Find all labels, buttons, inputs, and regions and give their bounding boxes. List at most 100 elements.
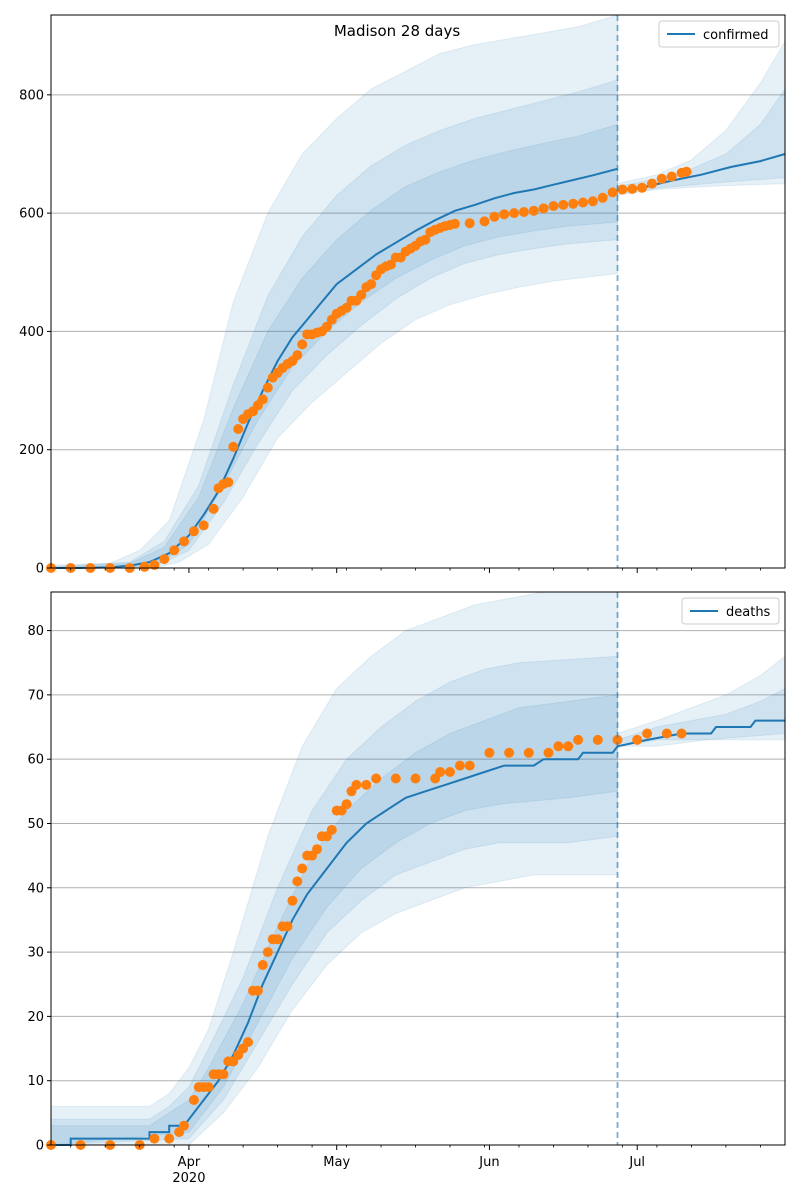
observed-point: [592, 734, 603, 745]
y-tick-label: 80: [27, 624, 44, 639]
observed-point: [587, 196, 598, 207]
observed-point: [666, 171, 677, 182]
x-tick-label: May: [323, 1155, 350, 1170]
observed-point: [292, 350, 303, 361]
confirmed-panel: 0 200 400 600 800 confirmed Madison 28 days: [19, 14, 786, 577]
observed-point: [563, 741, 574, 752]
y-tick-label: 200: [19, 443, 44, 458]
observed-point: [371, 773, 382, 784]
observed-point: [366, 279, 377, 290]
observed-point: [656, 173, 667, 184]
observed-point: [341, 302, 352, 313]
deaths-forecast-line: [617, 719, 785, 748]
y-tick-label: 400: [19, 325, 44, 340]
observed-point: [607, 187, 618, 198]
observed-point: [312, 844, 322, 855]
observed-point: [479, 216, 490, 227]
uncertainty-band: [50, 123, 618, 569]
observed-point: [518, 207, 529, 217]
observed-point: [223, 477, 234, 488]
observed-point: [445, 767, 455, 777]
observed-point: [356, 289, 367, 300]
observed-point: [523, 747, 534, 758]
observed-point: [538, 203, 549, 214]
observed-point: [385, 259, 396, 270]
y-tick-label: 20: [27, 1010, 44, 1025]
observed-point: [243, 1037, 253, 1048]
observed-point: [528, 205, 539, 216]
observed-point: [208, 503, 219, 514]
observed-point: [228, 441, 239, 452]
observed-point: [262, 947, 273, 958]
observed-point: [179, 536, 189, 547]
observed-point: [252, 985, 263, 996]
chart-title: Madison 28 days: [334, 22, 461, 40]
observed-point: [297, 339, 308, 350]
observed-point: [287, 895, 298, 906]
observed-point: [326, 824, 337, 835]
observed-point: [233, 424, 244, 434]
observed-point: [149, 1133, 160, 1144]
observed-point: [484, 747, 495, 758]
x-tick-year-label: 2020: [172, 1171, 205, 1186]
observed-point: [568, 198, 579, 209]
observed-point: [257, 960, 268, 970]
x-tick-label: Jul: [628, 1155, 645, 1170]
observed-point: [681, 166, 692, 177]
observed-point: [464, 760, 475, 771]
observed-point: [489, 211, 500, 222]
observed-point: [548, 201, 559, 211]
observed-point: [420, 234, 431, 245]
observed-point: [169, 545, 180, 556]
deaths-legend: deaths: [681, 597, 780, 625]
observed-point: [647, 178, 657, 189]
observed-point: [390, 773, 401, 784]
observed-point: [159, 554, 170, 565]
legend-label-deaths: deaths: [726, 605, 771, 620]
y-tick-label: 0: [36, 1139, 44, 1154]
legend-label-confirmed: confirmed: [703, 28, 769, 43]
observed-point: [203, 1082, 214, 1093]
observed-point: [558, 199, 569, 210]
y-tick-label: 600: [19, 207, 44, 222]
y-tick-label: 0: [36, 562, 44, 577]
confirmed-legend: confirmed: [658, 20, 780, 48]
deaths-line: [51, 745, 619, 1146]
confirmed-forecast-line: [617, 153, 786, 192]
y-tick-label: 40: [27, 881, 44, 896]
y-tick-label: 50: [27, 817, 44, 832]
observed-point: [509, 208, 520, 219]
observed-point: [578, 197, 588, 208]
y-tick-label: 30: [27, 946, 44, 961]
observed-point: [262, 382, 273, 393]
observed-point: [297, 863, 308, 874]
x-tick-label: Apr: [178, 1155, 201, 1170]
observed-point: [188, 526, 199, 537]
observed-point: [454, 760, 465, 771]
observed-point: [449, 218, 460, 229]
y-tick-label: 10: [27, 1074, 44, 1089]
confirmed-line: [51, 167, 618, 569]
observed-point: [617, 184, 628, 195]
x-tick-label: Jun: [478, 1155, 499, 1170]
observed-point: [341, 799, 352, 810]
observed-point: [218, 1069, 229, 1080]
y-tick-label: 60: [27, 753, 44, 768]
observed-point: [361, 779, 372, 790]
observed-point: [198, 520, 209, 531]
observed-point: [543, 747, 554, 758]
observed-point: [321, 321, 332, 332]
observed-point: [632, 734, 643, 745]
deaths-panel: 0 10 20 30 40 50 60 70 80 Apr May Jun Jul 2020 death…: [27, 591, 786, 1186]
observed-point: [435, 767, 446, 777]
observed-point: [139, 561, 150, 572]
observed-point: [499, 209, 510, 220]
observed-point: [272, 934, 283, 945]
observed-point: [410, 773, 421, 784]
observed-point: [661, 728, 672, 739]
observed-point: [612, 734, 623, 745]
observed-point: [179, 1120, 189, 1131]
observed-point: [464, 218, 475, 229]
observed-point: [676, 728, 687, 739]
